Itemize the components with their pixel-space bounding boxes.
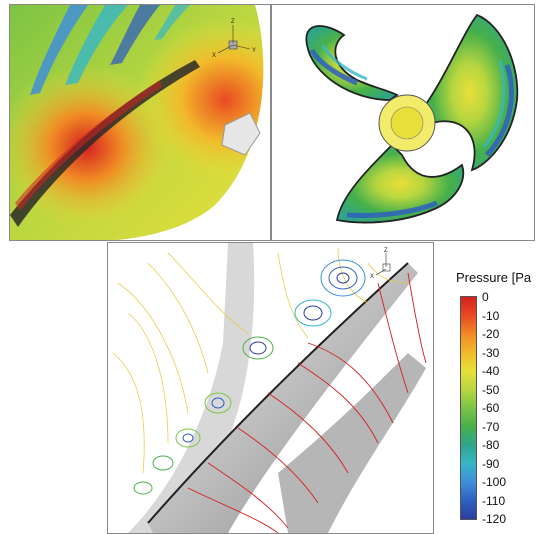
pressure-legend: Pressure [Pa 0 -10 -20 -30 -40 -50 -60 -70 -80 -9… bbox=[436, 270, 545, 530]
propeller-contour-plot bbox=[305, 13, 519, 224]
leading-edge bbox=[147, 262, 409, 524]
legend-tick-label: -50 bbox=[482, 382, 500, 397]
axis-label-y: Y bbox=[252, 48, 256, 54]
axis-label-x: X bbox=[212, 53, 216, 59]
legend-tick-label: -90 bbox=[482, 456, 500, 471]
legend-tick-label: -70 bbox=[482, 419, 500, 434]
streamlines-yellow bbox=[112, 247, 409, 474]
streamline-view-panel: Z X bbox=[107, 242, 434, 534]
streamlines-red bbox=[187, 272, 427, 533]
legend-tick-label: -20 bbox=[482, 327, 500, 341]
low-pressure-band bbox=[30, 5, 88, 95]
legend-tick-label: 0 bbox=[482, 290, 489, 304]
streamline-plot: Z X bbox=[112, 243, 427, 533]
pressure-contour-blade-face-panel: Z Y X bbox=[9, 4, 271, 241]
legend-tick-label: -10 bbox=[482, 308, 500, 323]
axis-triad: Z X bbox=[370, 248, 391, 280]
legend-tick-label: -80 bbox=[482, 438, 500, 452]
legend-tick-label: -60 bbox=[482, 401, 500, 415]
vortex-contours bbox=[133, 259, 366, 495]
propeller-top-view-panel bbox=[271, 4, 535, 241]
legend-title: Pressure [Pa bbox=[456, 270, 532, 285]
axis-label-z: Z bbox=[384, 248, 388, 254]
legend-tick-label: -120 bbox=[482, 512, 507, 526]
blade-surface bbox=[148, 263, 418, 533]
legend-tick-label: -30 bbox=[482, 345, 500, 360]
legend-tick-label: -100 bbox=[482, 475, 507, 489]
legend-colorbar bbox=[460, 296, 477, 520]
blade-face-contour-plot: Z Y X bbox=[10, 5, 264, 240]
legend-tick-label: -40 bbox=[482, 364, 500, 378]
axis-label-z: Z bbox=[231, 19, 235, 25]
blade-1 bbox=[305, 25, 399, 101]
hub bbox=[221, 112, 261, 156]
leading-edge bbox=[10, 60, 200, 227]
axis-triad: Z Y X bbox=[212, 19, 256, 59]
legend-tick-label: -110 bbox=[482, 493, 506, 508]
axis-label-x: X bbox=[370, 274, 374, 280]
